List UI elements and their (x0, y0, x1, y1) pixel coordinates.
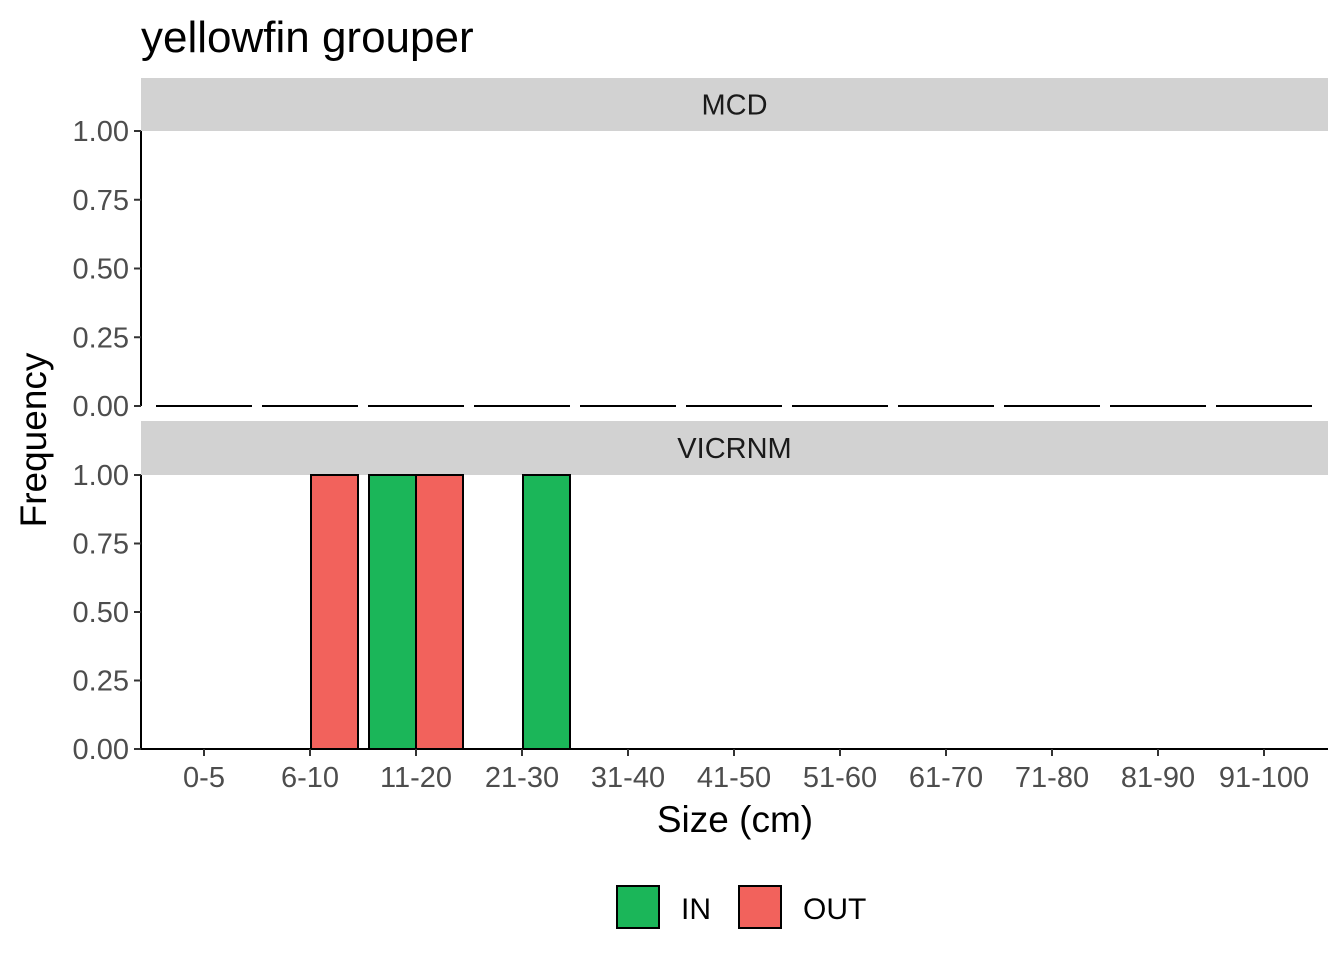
legend: IN OUT (616, 885, 866, 929)
facet-strip (141, 78, 1328, 131)
legend-key-in (616, 885, 660, 929)
x-tick-label: 71-80 (1015, 762, 1089, 794)
legend-label-in: IN (681, 893, 711, 926)
facet-panels: MCD 0.00 0.25 0.50 0.75 1.00 VICRNM 0.00 0.25 0.5… (73, 78, 1328, 794)
bar-in-11-20 (368, 474, 417, 750)
x-tick-label: 31-40 (591, 762, 665, 794)
y-tick-label: 1.00 (73, 116, 129, 148)
y-tick-label: 0.00 (73, 391, 129, 423)
y-tick-label: 0.00 (73, 734, 129, 766)
x-tick-label: 6-10 (281, 762, 339, 794)
bar-in-21-30 (522, 474, 571, 750)
x-tick-label: 11-20 (380, 762, 452, 794)
facet-strip (141, 421, 1328, 475)
bar-out-11-20 (415, 474, 464, 750)
y-tick-label: 0.50 (73, 597, 129, 629)
facet-strip-label: MCD (701, 90, 767, 122)
x-tick-label: 21-30 (485, 762, 559, 794)
y-tick-label: 0.25 (73, 322, 129, 354)
x-tick-label: 81-90 (1121, 762, 1195, 794)
legend-label-out: OUT (803, 893, 866, 926)
y-tick-label: 0.25 (73, 666, 129, 698)
bar-out-6-10 (310, 474, 359, 750)
x-tick-label: 51-60 (803, 762, 877, 794)
facet-panel-mcd: MCD 0.00 0.25 0.50 0.75 1.00 (73, 78, 1328, 423)
x-axis-title: Size (cm) (657, 799, 813, 840)
x-tick-label: 0-5 (183, 762, 225, 794)
facet-panel-vicrnm: VICRNM 0.00 0.25 0.50 0.75 1.00 0-5 6-10 11-20 21… (73, 421, 1328, 794)
y-tick-label: 0.50 (73, 254, 129, 286)
y-tick-label: 0.75 (73, 185, 129, 217)
legend-key-out (738, 885, 782, 929)
y-tick-label: 0.75 (73, 529, 129, 561)
facet-strip-label: VICRNM (677, 433, 791, 465)
x-tick-label: 91-100 (1219, 762, 1309, 794)
y-tick-label: 1.00 (73, 460, 129, 492)
x-tick-label: 61-70 (909, 762, 983, 794)
chart-title: yellowfin grouper (141, 13, 474, 62)
x-tick-label: 41-50 (697, 762, 771, 794)
y-axis-title: Frequency (13, 352, 54, 527)
